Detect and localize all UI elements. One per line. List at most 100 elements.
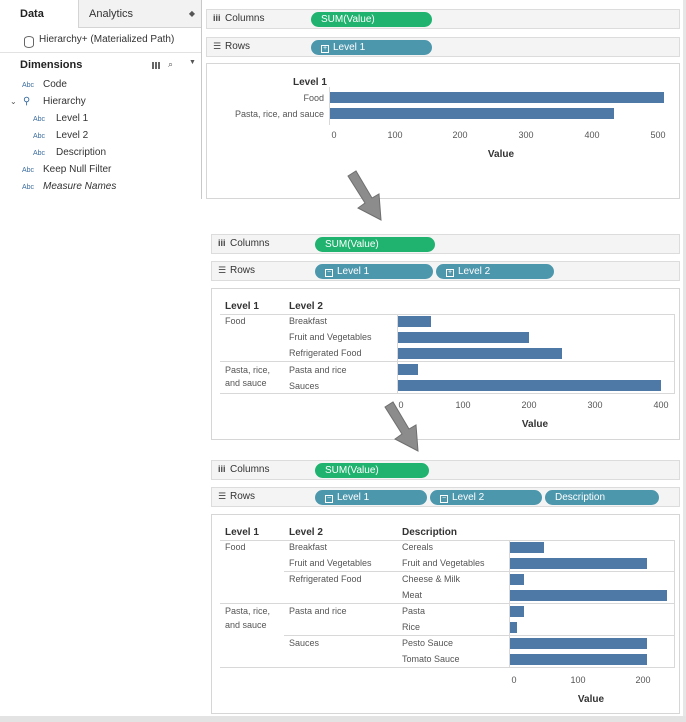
axis-tick: 200	[452, 130, 468, 140]
data-pane: Data Analytics ◆ Hierarchy+ (Materialize…	[0, 0, 202, 199]
columns-icon: iii	[218, 238, 226, 248]
divider	[220, 393, 675, 394]
axis-tick: 100	[455, 400, 471, 410]
view-1: Level 1 Food Pasta, rice, and sauce 0 10…	[206, 63, 680, 199]
rows-shelf[interactable]: ☰ Rows − Level 1 − Level 2 Description	[211, 487, 680, 507]
chevron-down-icon[interactable]: ⌄	[10, 97, 17, 106]
bar-pasta-rice-sauce[interactable]	[330, 108, 614, 119]
axis-line	[397, 314, 398, 393]
row-label-food: Food	[303, 93, 324, 103]
row-label-pasta: Pasta	[402, 606, 426, 616]
axis-tick: 300	[518, 130, 534, 140]
bar-rice[interactable]	[510, 622, 517, 633]
bar-cereals[interactable]	[510, 542, 544, 553]
row-label-and-sauce: and sauce	[225, 378, 267, 388]
columns-shelf-label: iii Columns	[218, 464, 270, 475]
divider	[220, 603, 675, 604]
field-label: Description	[56, 147, 107, 158]
datasource-row[interactable]: Hierarchy+ (Materialized Path)	[0, 28, 201, 53]
view-2: Level 1 Level 2 Food Pasta, rice, and sa…	[211, 288, 680, 440]
bar-pasta-and-rice[interactable]	[398, 364, 418, 375]
x-axis-title: Value	[577, 694, 605, 705]
rows-shelf[interactable]: ☰ Rows + Level 1	[206, 37, 680, 57]
axis-line	[329, 87, 330, 125]
sum-value-pill[interactable]: SUM(Value)	[315, 463, 429, 478]
bar-fruit-and-vegetables[interactable]	[510, 558, 647, 569]
columns-icon: iii	[218, 464, 226, 474]
bar-pesto-sauce[interactable]	[510, 638, 647, 649]
updown-caret-icon[interactable]: ◆	[188, 9, 195, 18]
axis-tick: 300	[587, 400, 603, 410]
pane-border	[674, 540, 675, 667]
row-label-breakfast: Breakfast	[289, 316, 328, 326]
database-icon	[24, 36, 34, 48]
field-label: Code	[43, 79, 67, 90]
bar-sauces[interactable]	[398, 380, 661, 391]
rows-icon: ☰	[218, 491, 227, 501]
search-icon[interactable]: ⌕	[168, 59, 174, 69]
level-1-pill[interactable]: − Level 1	[315, 264, 433, 279]
header-level-1: Level 1	[225, 527, 259, 538]
bar-food[interactable]	[330, 92, 664, 103]
collapse-minus-icon[interactable]: −	[325, 495, 333, 503]
columns-shelf[interactable]: iii Columns SUM(Value)	[211, 234, 680, 254]
row-label-food: Food	[225, 542, 246, 552]
view-grid-icon[interactable]	[152, 62, 160, 69]
window-edge	[683, 0, 686, 722]
row-label-sauces: Sauces	[289, 638, 320, 648]
level-1-pill[interactable]: − Level 1	[315, 490, 427, 505]
row-label-pasta-and-rice: Pasta and rice	[289, 606, 347, 616]
field-label: Hierarchy	[43, 96, 86, 107]
tab-data[interactable]: Data	[0, 0, 79, 28]
row-label-tomato-sauce: Tomato Sauce	[402, 654, 460, 664]
row-label-cereals: Cereals	[402, 542, 434, 552]
bar-cheese-milk[interactable]	[510, 574, 524, 585]
level-1-pill[interactable]: + Level 1	[311, 40, 432, 55]
status-bar	[0, 716, 686, 722]
header-level-1: Level 1	[225, 301, 259, 312]
sum-value-pill[interactable]: SUM(Value)	[315, 237, 435, 252]
string-type-icon: Abc	[33, 133, 46, 140]
row-label-pesto-sauce: Pesto Sauce	[402, 638, 454, 648]
axis-tick: 100	[387, 130, 403, 140]
level-2-pill[interactable]: + Level 2	[436, 264, 554, 279]
bar-tomato-sauce[interactable]	[510, 654, 647, 665]
bar-refrigerated[interactable]	[398, 348, 562, 359]
collapse-minus-icon[interactable]: −	[325, 269, 333, 277]
level-2-pill[interactable]: − Level 2	[430, 490, 542, 505]
pane-border	[674, 314, 675, 393]
columns-shelf[interactable]: iii Columns SUM(Value)	[206, 9, 680, 29]
columns-shelf[interactable]: iii Columns SUM(Value)	[211, 460, 680, 480]
axis-tick: 0	[398, 400, 404, 410]
bar-breakfast[interactable]	[398, 316, 431, 327]
axis-tick: 100	[570, 675, 586, 685]
datasource-name: Hierarchy+ (Materialized Path)	[39, 34, 175, 45]
row-label-pasta-rice-sauce: Pasta, rice, and sauce	[234, 109, 324, 119]
axis-line	[509, 540, 510, 667]
row-label-fruit-veg: Fruit and Vegetables	[289, 558, 372, 568]
bar-pasta[interactable]	[510, 606, 524, 617]
header-level-2: Level 2	[289, 301, 323, 312]
row-label-refrigerated: Refrigerated Food	[289, 574, 362, 584]
axis-tick: 0	[331, 130, 337, 140]
columns-shelf-label: iii Columns	[213, 13, 265, 24]
view-3: Level 1 Level 2 Description Food Pasta, …	[211, 514, 680, 714]
string-type-icon: Abc	[22, 82, 35, 89]
row-label-meat: Meat	[402, 590, 423, 600]
row-label-breakfast: Breakfast	[289, 542, 328, 552]
collapse-minus-icon[interactable]: −	[440, 495, 448, 503]
row-label-sauces: Sauces	[289, 381, 320, 391]
row-label-pasta-rice: Pasta, rice,	[225, 365, 271, 375]
down-arrow-icon	[384, 401, 419, 452]
bar-fruit-veg[interactable]	[398, 332, 529, 343]
expand-plus-icon[interactable]: +	[446, 269, 454, 277]
expand-plus-icon[interactable]: +	[321, 45, 329, 53]
tab-analytics[interactable]: Analytics ◆	[79, 0, 201, 28]
header-level-2: Level 2	[289, 527, 323, 538]
rows-shelf[interactable]: ☰ Rows − Level 1 + Level 2	[211, 261, 680, 281]
description-pill[interactable]: Description	[545, 490, 659, 505]
bar-meat[interactable]	[510, 590, 667, 601]
sum-value-pill[interactable]: SUM(Value)	[311, 12, 432, 27]
row-label-refrigerated: Refrigerated Food	[289, 348, 362, 358]
dropdown-menu-icon[interactable]: ▼	[189, 59, 196, 66]
